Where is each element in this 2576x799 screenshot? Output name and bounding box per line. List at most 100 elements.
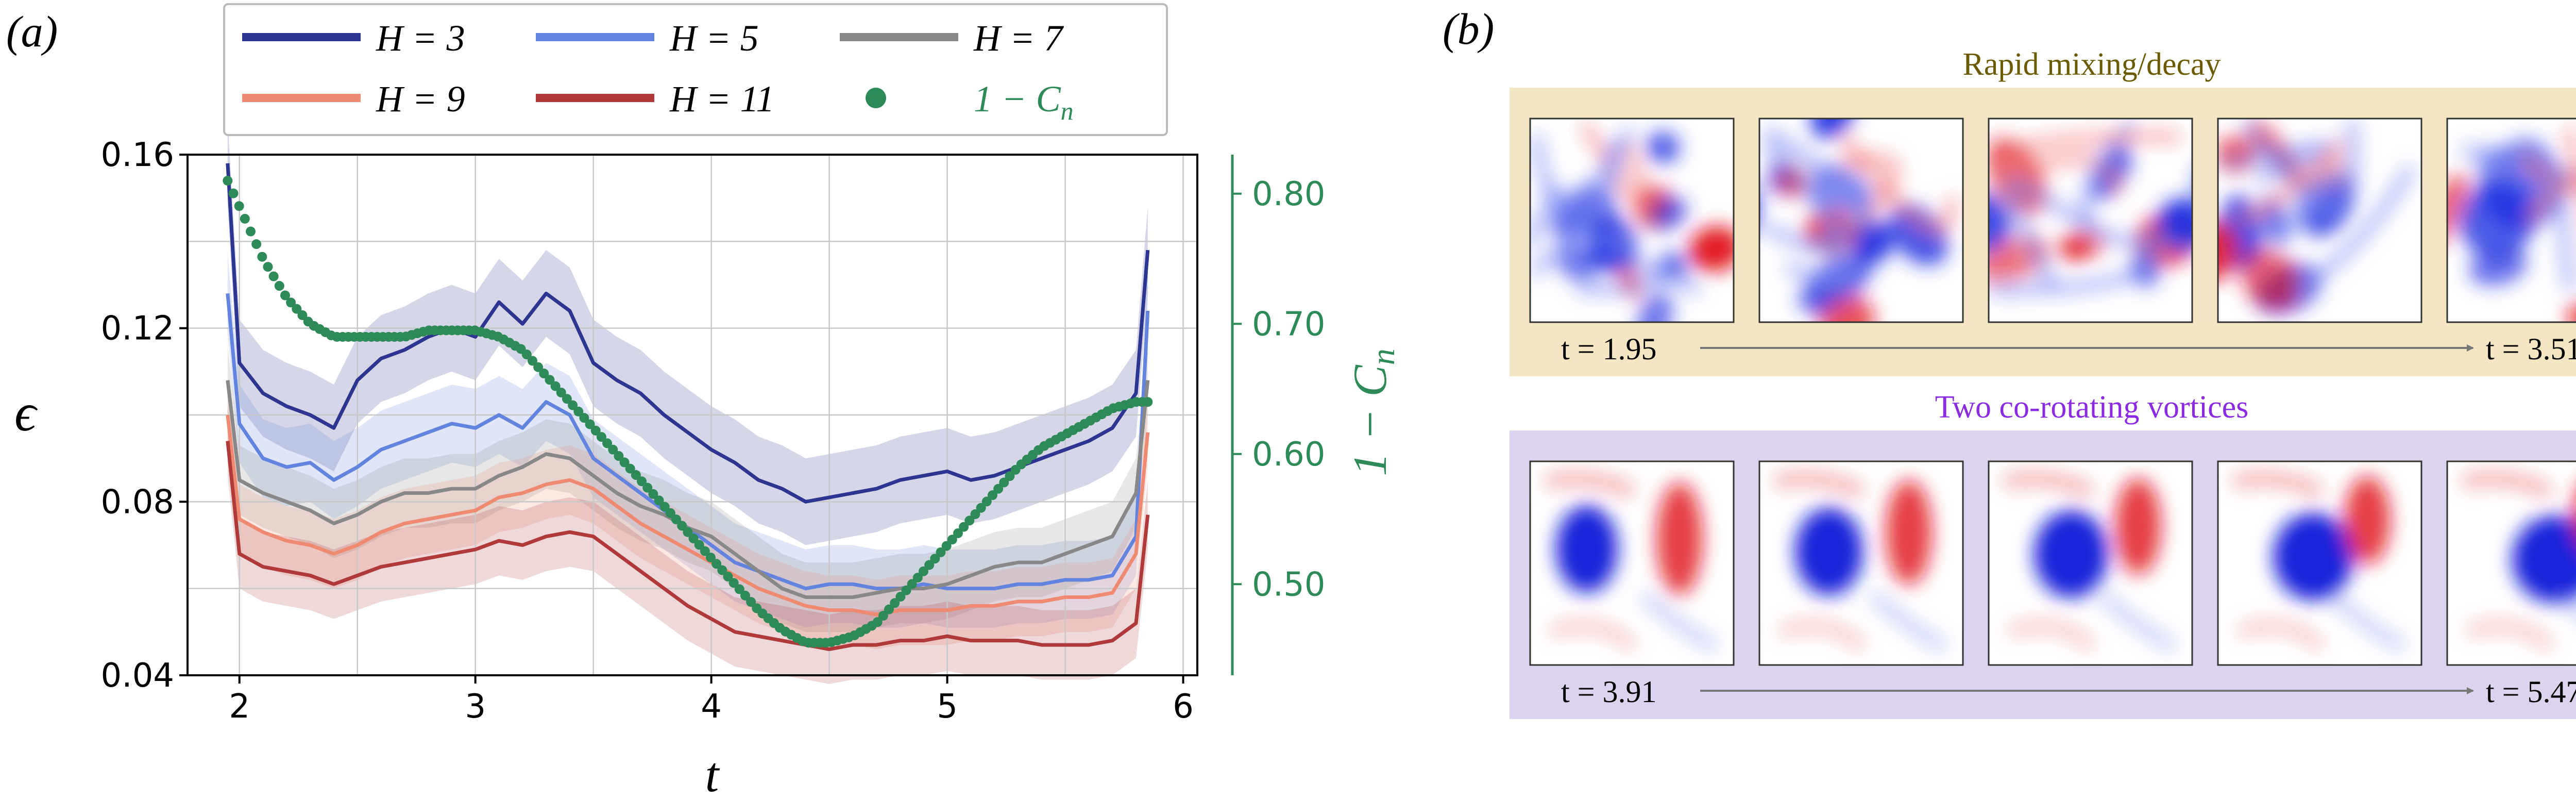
- cn-point: [734, 584, 744, 594]
- x-tick-label: 2: [229, 688, 250, 726]
- y-tick-label: 0.16: [101, 136, 175, 174]
- cn-point: [1005, 471, 1015, 481]
- cn-point: [228, 188, 239, 198]
- cn-point: [890, 598, 900, 608]
- cn-point: [223, 176, 233, 186]
- legend-label: H = 9: [376, 78, 465, 120]
- cn-point: [608, 444, 618, 455]
- cn-point: [246, 226, 256, 237]
- cn-point: [999, 477, 1009, 488]
- legend-label: H = 3: [376, 18, 465, 59]
- cn-point: [292, 304, 302, 314]
- cn-point: [993, 484, 1004, 494]
- cn-point: [533, 362, 544, 372]
- vorticity-snapshot: [1759, 461, 1963, 665]
- cn-point: [936, 547, 946, 557]
- snapshot-frame: [1758, 118, 1964, 323]
- cn-point: [964, 515, 975, 526]
- cn-point: [711, 559, 722, 569]
- cn-point: [728, 578, 739, 588]
- cn-point: [930, 554, 940, 564]
- x-ticks: 2 3 4 5 6: [229, 675, 1194, 726]
- legend: H = 3 H = 5 H = 7 H = 9 H = 11 1 − Cn: [223, 3, 1168, 136]
- cn-point: [884, 604, 894, 614]
- cn-point: [527, 356, 537, 366]
- time-start-label: t = 1.95: [1561, 332, 1657, 366]
- cn-point: [901, 585, 911, 595]
- cn-point: [740, 590, 750, 601]
- cn-point: [959, 522, 969, 532]
- cn-point: [619, 457, 630, 468]
- vorticity-snapshot: [1989, 461, 2192, 665]
- cn-point: [631, 470, 641, 480]
- snapshot-frame: [1988, 460, 2193, 666]
- cn-point: [700, 546, 710, 556]
- y-tick-label: 0.04: [101, 657, 175, 695]
- snapshot-group-caption: Two co-rotating vortices: [1935, 390, 2249, 425]
- cn-point: [941, 541, 952, 551]
- legend-items: H = 3 H = 5 H = 7 H = 9 H = 11 1 − Cn: [242, 18, 1074, 125]
- cn-point: [1143, 397, 1153, 407]
- series-band: [227, 345, 1148, 632]
- cn-point: [596, 432, 606, 442]
- series-line: [226, 163, 1150, 504]
- cn-point: [590, 425, 601, 436]
- time-end-label: t = 3.51: [2486, 332, 2576, 366]
- x-axis-label: t: [705, 747, 720, 799]
- cn-point: [918, 566, 928, 576]
- cn-point: [723, 571, 733, 581]
- cn-point: [953, 528, 963, 538]
- plot-area: 2 3 4 5 6 0.04 0.08 0.12 0.16 0.50 0.60 0.70 0.80: [101, 120, 1326, 726]
- cn-point: [659, 502, 670, 512]
- cn-point: [251, 239, 262, 249]
- cn-point: [642, 482, 653, 493]
- cn-point: [268, 271, 279, 281]
- snapshot-frame: [2446, 460, 2576, 666]
- series-line: [226, 414, 1150, 617]
- y2-ticks: 0.50 0.60 0.70 0.80: [1232, 175, 1326, 604]
- vorticity-snapshot: [2447, 119, 2576, 322]
- cn-point: [746, 597, 756, 607]
- time-start-label: t = 3.91: [1561, 675, 1657, 709]
- cn-point: [637, 476, 647, 487]
- cn-point: [568, 400, 578, 410]
- cn-point: [907, 579, 917, 589]
- cn-point: [234, 201, 244, 211]
- y2-tick-label: 0.50: [1252, 565, 1326, 604]
- cn-point: [683, 527, 693, 537]
- cn-point: [562, 394, 572, 404]
- cn-point: [274, 281, 284, 291]
- cn-point: [694, 540, 704, 550]
- cn-point: [688, 534, 699, 544]
- series-band: [227, 254, 1148, 628]
- cn-point: [970, 509, 980, 520]
- cn-point: [521, 349, 532, 360]
- cn-point: [614, 451, 624, 461]
- y2-tick-label: 0.60: [1252, 436, 1326, 474]
- cn-point: [297, 310, 308, 321]
- vorticity-snapshot: [1759, 119, 1963, 322]
- y-tick-label: 0.12: [101, 310, 175, 348]
- snapshot-frame: [2217, 118, 2422, 323]
- cn-point: [895, 592, 906, 602]
- snapshot-group-caption: Rapid mixing/decay: [1962, 47, 2221, 82]
- cn-point: [872, 617, 883, 627]
- cn-point: [602, 438, 613, 448]
- cn-point: [912, 573, 923, 583]
- cn-point: [556, 387, 566, 397]
- x-tick-label: 5: [937, 688, 958, 726]
- scatter-points: [223, 176, 1153, 648]
- y-ticks: 0.04 0.08 0.12 0.16: [101, 136, 188, 695]
- cn-point: [987, 490, 997, 501]
- y2-tick-label: 0.80: [1252, 175, 1326, 213]
- cn-point: [257, 252, 267, 262]
- plot-frame: [187, 154, 1198, 676]
- cn-point: [539, 369, 549, 379]
- cn-point: [677, 521, 687, 531]
- snapshot-frame: [1988, 118, 2193, 323]
- panel-a-label: (a): [6, 7, 58, 56]
- snapshot-frame: [1529, 460, 1735, 666]
- legend-marker: [866, 88, 886, 108]
- x-tick-label: 3: [465, 688, 486, 726]
